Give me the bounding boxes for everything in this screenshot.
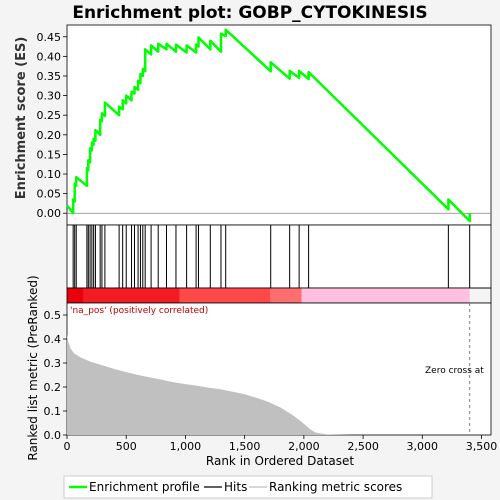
legend-enrichment-label: Enrichment profile <box>89 480 200 494</box>
es-tick-label: 0.25 <box>37 109 62 122</box>
rank-color-band-segment <box>83 288 180 303</box>
x-tick-label: 3,000 <box>407 440 439 453</box>
metric-panel: 0.0 0.1 0.2 0.3 0.4 0.5 0 500 1,000 1,500 2,000 2,5… <box>44 302 498 453</box>
rank-color-band-segment <box>179 288 271 303</box>
legend-box <box>63 475 433 499</box>
x-tick-label: 0 <box>64 440 71 453</box>
metric-tick-label: 0.2 <box>44 381 62 394</box>
rank-color-band-segment <box>270 288 302 303</box>
legend-ranking-label: Ranking metric scores <box>269 480 402 494</box>
legend-hits-label: Hits <box>224 480 247 494</box>
es-tick-label: 0.20 <box>37 129 62 142</box>
x-tick-label: 2,000 <box>288 440 320 453</box>
metric-tick-label: 0.5 <box>44 309 62 322</box>
legend: Enrichment profile Hits Ranking metric s… <box>63 475 433 499</box>
x-tick-label: 1,000 <box>170 440 202 453</box>
metric-tick-label: 0.0 <box>44 429 62 442</box>
metric-axis-label: Ranked list metric (PreRanked) <box>26 275 40 460</box>
es-profile-line <box>66 28 471 223</box>
ranking-metric-area <box>67 334 470 435</box>
metric-tick-label: 0.4 <box>44 333 62 346</box>
metric-tick-label: 0.1 <box>44 405 62 418</box>
es-tick-label: 0.40 <box>37 50 62 63</box>
rank-color-band-segment <box>67 288 84 303</box>
x-tick-label: 1,500 <box>229 440 261 453</box>
rank-color-band-segment <box>301 288 470 303</box>
hits-area <box>66 224 492 289</box>
x-tick-label: 2,500 <box>347 440 379 453</box>
es-tick-label: 0.30 <box>37 90 62 103</box>
chart-title: Enrichment plot: GOBP_CYTOKINESIS <box>72 3 427 23</box>
x-tick-label: 500 <box>116 440 137 453</box>
es-panel: 0.00 0.05 0.10 0.15 0.20 0.25 0.30 0.35 0.40 0.45 <box>37 24 492 226</box>
x-axis-label: Rank in Ordered Dataset <box>206 454 354 468</box>
es-plot-area <box>66 24 492 226</box>
es-tick-label: 0.45 <box>37 31 62 44</box>
es-tick-label: 0.00 <box>37 207 62 220</box>
es-tick-label: 0.15 <box>37 148 62 161</box>
hits-panel <box>66 224 492 304</box>
es-tick-label: 0.05 <box>37 188 62 201</box>
annotation-zero-cross: Zero cross at <box>425 366 484 376</box>
es-tick-label: 0.35 <box>37 70 62 83</box>
es-axis-label: Enrichment score (ES) <box>14 37 29 200</box>
annotation-positive: 'na_pos' (positively correlated) <box>70 306 208 316</box>
es-tick-label: 0.10 <box>37 168 62 181</box>
x-tick-label: 3,500 <box>466 440 498 453</box>
metric-tick-label: 0.3 <box>44 357 62 370</box>
